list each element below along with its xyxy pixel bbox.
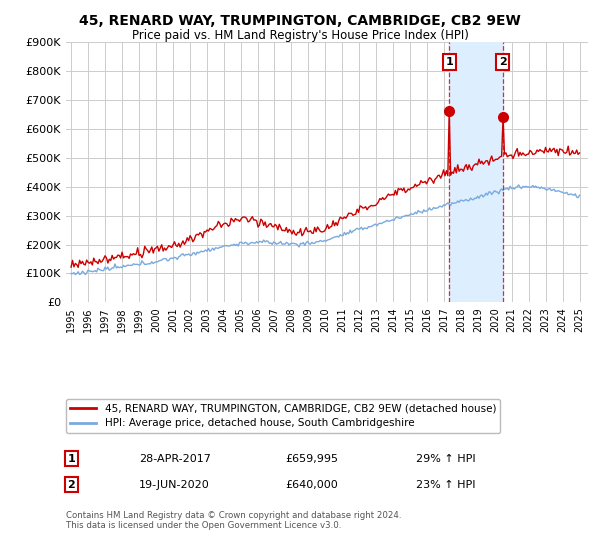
- Text: 2: 2: [499, 57, 506, 67]
- Text: 1: 1: [445, 57, 453, 67]
- Text: £640,000: £640,000: [285, 480, 338, 489]
- Text: 19-JUN-2020: 19-JUN-2020: [139, 480, 210, 489]
- Bar: [449, 42, 503, 302]
- Text: 45, RENARD WAY, TRUMPINGTON, CAMBRIDGE, CB2 9EW: 45, RENARD WAY, TRUMPINGTON, CAMBRIDGE, …: [79, 14, 521, 28]
- Text: 1: 1: [67, 454, 75, 464]
- Text: 2: 2: [67, 480, 75, 489]
- Text: 29% ↑ HPI: 29% ↑ HPI: [416, 454, 475, 464]
- Text: Contains HM Land Registry data © Crown copyright and database right 2024.
This d: Contains HM Land Registry data © Crown c…: [66, 511, 401, 530]
- Text: 28-APR-2017: 28-APR-2017: [139, 454, 211, 464]
- Legend: 45, RENARD WAY, TRUMPINGTON, CAMBRIDGE, CB2 9EW (detached house), HPI: Average p: 45, RENARD WAY, TRUMPINGTON, CAMBRIDGE, …: [66, 399, 500, 432]
- Text: 23% ↑ HPI: 23% ↑ HPI: [416, 480, 475, 489]
- Text: £659,995: £659,995: [285, 454, 338, 464]
- Text: Price paid vs. HM Land Registry's House Price Index (HPI): Price paid vs. HM Land Registry's House …: [131, 29, 469, 42]
